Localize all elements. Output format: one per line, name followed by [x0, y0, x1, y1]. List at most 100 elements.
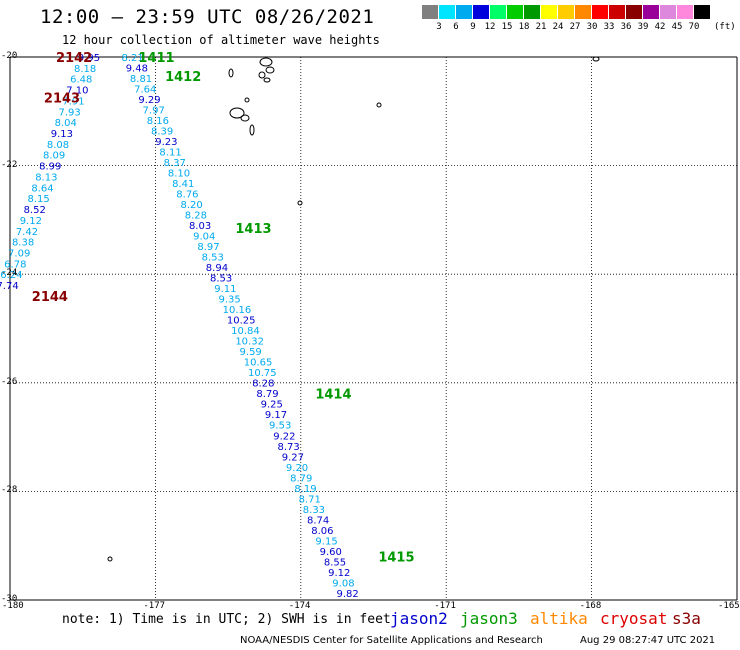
legend-unit: (ft): [714, 22, 736, 32]
legend-label: 9: [470, 22, 476, 32]
wave-height-value: 9.25: [261, 400, 283, 411]
longitude-label: -165: [718, 601, 740, 611]
wave-height-value: 8.06: [311, 526, 333, 537]
satellite-name-cryosat: cryosat: [600, 609, 668, 628]
wave-height-value: 7.91: [62, 96, 84, 107]
legend-swatch: [643, 5, 659, 19]
island-outline: [259, 57, 273, 67]
wave-height-value: 10.75: [248, 368, 277, 379]
legend-swatch: [626, 5, 642, 19]
chart-subtitle: 12 hour collection of altimeter wave hei…: [62, 33, 380, 47]
wave-height-value: 8.10: [168, 169, 190, 180]
legend-swatch: [456, 5, 472, 19]
satellite-name-jason2: jason2: [390, 609, 448, 628]
legend-label: 39: [637, 22, 649, 32]
island-outline: [228, 68, 234, 78]
wave-height-value: 8.53: [210, 274, 232, 285]
legend-swatch: [524, 5, 540, 19]
chart-title: 12:00 – 23:59 UTC 08/26/2021: [40, 6, 375, 28]
longitude-label: -180: [2, 601, 24, 611]
legend-swatch: [677, 5, 693, 19]
wave-height-value: 8.38: [12, 238, 34, 249]
wave-height-value: 9.82: [337, 589, 359, 600]
wave-height-value: 10.32: [235, 337, 264, 348]
pass-number-label: 1412: [165, 70, 201, 85]
island-outline: [244, 97, 250, 103]
wave-height-value: 8.79: [256, 389, 278, 400]
wave-height-value: 8.71: [299, 494, 321, 505]
wave-height-value: 9.20: [286, 463, 308, 474]
satellite-name-altika: altika: [530, 609, 588, 628]
island-outline: [297, 200, 303, 206]
legend-label: 36: [620, 22, 632, 32]
wave-height-value: 8.52: [24, 205, 46, 216]
legend-swatch: [439, 5, 455, 19]
wave-height-value: 8.73: [277, 442, 299, 453]
legend-swatch: [660, 5, 676, 19]
wave-height-value: 9.35: [218, 295, 240, 306]
wave-height-value: 8.37: [164, 158, 186, 169]
wave-height-value: 8.15: [27, 194, 49, 205]
wave-height-value: 9.12: [20, 216, 42, 227]
pass-number-label: 2144: [32, 290, 68, 305]
wave-height-value: 8.55: [324, 557, 346, 568]
wave-height-value: 8.41: [172, 179, 194, 190]
pass-number-label: 1414: [315, 388, 351, 403]
island-outline: [107, 556, 113, 562]
longitude-label: -168: [579, 601, 602, 611]
pass-number-label: 2143: [44, 92, 80, 107]
wave-height-value: 9.59: [240, 347, 262, 358]
wave-height-value: 8.08: [47, 140, 69, 151]
wave-height-value: 8.03: [189, 221, 211, 232]
wave-height-value: 8.74: [307, 515, 329, 526]
wave-height-value: 8.04: [55, 118, 77, 129]
credit-text: NOAA/NESDIS Center for Satellite Applica…: [240, 635, 543, 646]
legend-swatch: [558, 5, 574, 19]
legend-swatch: [541, 5, 557, 19]
legend-swatch: [694, 5, 710, 19]
wave-height-value: 9.15: [315, 536, 337, 547]
satellite-name-jason3: jason3: [460, 609, 518, 628]
island-outline: [592, 56, 600, 62]
latitude-label: -20: [1, 51, 18, 61]
wave-height-tracks: 9.958.186.487.107.917.938.049.138.088.09…: [0, 51, 415, 600]
island-outline: [240, 114, 250, 122]
legend-label: 3: [436, 22, 442, 32]
island-outline: [249, 124, 255, 136]
legend-label: 24: [552, 22, 564, 32]
legend-label: 70: [688, 22, 700, 32]
wave-height-value: 8.28: [185, 211, 207, 222]
wave-height-value: 8.81: [130, 74, 152, 85]
wave-height-value: 7.64: [134, 85, 156, 96]
legend-swatch: [575, 5, 591, 19]
longitude-label: -171: [434, 601, 456, 611]
pass-number-label: 1411: [138, 51, 174, 66]
wave-height-value: 7.42: [16, 227, 38, 238]
wave-height-value: 8.53: [202, 253, 224, 264]
legend-label: 21: [535, 22, 547, 32]
island-outline: [258, 71, 266, 79]
wave-height-value: 9.29: [138, 95, 160, 106]
wave-height-value: 9.13: [51, 129, 73, 140]
wave-height-value: 7.74: [0, 281, 19, 292]
wave-height-value: 7.93: [58, 107, 80, 118]
wave-height-value: 8.76: [176, 190, 198, 201]
wave-height-value: 8.39: [151, 127, 173, 138]
wave-height-value: 10.25: [227, 316, 256, 327]
latitude-label: -30: [1, 594, 18, 604]
wave-height-value: 9.11: [214, 284, 236, 295]
wave-height-value: 7.97: [143, 106, 165, 117]
wave-height-value: 10.16: [223, 305, 252, 316]
wave-height-value: 7.10: [66, 86, 88, 97]
wave-height-value: 9.04: [193, 232, 215, 243]
latitude-label: -22: [1, 159, 18, 170]
latitude-label: -24: [1, 268, 18, 279]
legend-label: 15: [501, 22, 513, 32]
wave-height-value: 9.48: [126, 64, 148, 75]
satellite-name-s3a: s3a: [672, 609, 701, 628]
wave-height-value: 7.09: [8, 248, 30, 259]
legend-label: 12: [484, 22, 496, 32]
legend-swatch: [507, 5, 523, 19]
legend-label: 45: [671, 22, 683, 32]
wave-height-value: 8.16: [147, 116, 169, 127]
